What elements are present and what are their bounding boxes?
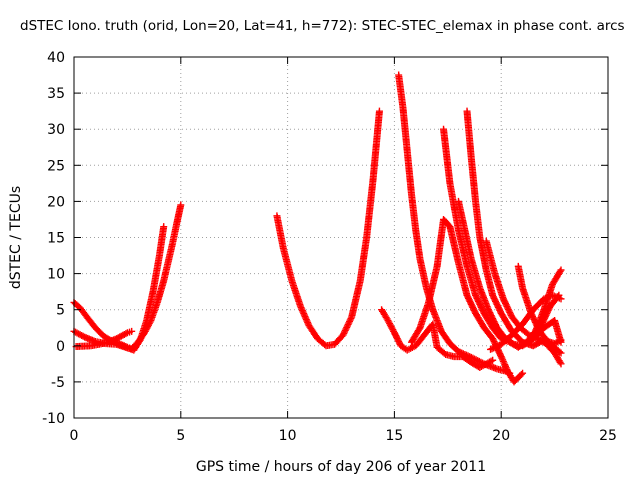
interp-marker bbox=[386, 320, 394, 328]
data-points bbox=[70, 71, 565, 386]
data-point bbox=[160, 223, 168, 231]
interp-marker bbox=[466, 353, 474, 361]
data-point bbox=[454, 348, 462, 356]
interp-marker bbox=[490, 344, 498, 352]
data-series bbox=[70, 223, 168, 354]
interp-marker bbox=[500, 359, 508, 367]
interp-marker bbox=[462, 351, 470, 359]
interp-marker bbox=[501, 361, 509, 369]
x-axis-label: GPS time / hours of day 206 of year 2011 bbox=[196, 459, 486, 475]
y-tick-label: 40 bbox=[47, 50, 65, 66]
y-tick-label: 20 bbox=[47, 194, 65, 210]
data-point bbox=[384, 317, 392, 325]
interp-marker bbox=[389, 326, 397, 334]
interp-marker bbox=[456, 348, 464, 356]
interp-marker bbox=[458, 349, 466, 357]
interp-marker bbox=[459, 350, 467, 358]
data-series bbox=[72, 327, 136, 351]
data-series bbox=[482, 237, 565, 368]
data-point bbox=[519, 369, 527, 377]
grid-lines bbox=[74, 57, 608, 418]
data-series bbox=[463, 107, 565, 350]
y-tick-label: 10 bbox=[47, 267, 65, 283]
data-point bbox=[557, 360, 565, 368]
data-point bbox=[487, 345, 495, 353]
data-point bbox=[497, 353, 505, 361]
interp-marker bbox=[469, 354, 477, 362]
x-tick-label: 15 bbox=[385, 428, 403, 444]
interp-marker bbox=[496, 351, 504, 359]
data-point bbox=[557, 349, 565, 357]
x-tick-label: 25 bbox=[599, 428, 617, 444]
data-point bbox=[128, 327, 136, 335]
interp-marker bbox=[385, 318, 393, 326]
interp-marker bbox=[471, 355, 478, 363]
interp-marker bbox=[509, 339, 517, 347]
interp-marker bbox=[461, 350, 469, 358]
interp-marker bbox=[464, 352, 472, 360]
data-point bbox=[557, 338, 565, 346]
data-point bbox=[177, 201, 185, 209]
interp-marker bbox=[474, 357, 482, 365]
interp-marker bbox=[502, 364, 510, 372]
interp-marker bbox=[472, 356, 480, 364]
interp-marker bbox=[499, 356, 507, 364]
data-series bbox=[529, 291, 563, 343]
data-point bbox=[467, 353, 475, 361]
data-series bbox=[454, 197, 565, 350]
data-series bbox=[273, 107, 383, 350]
y-tick-label: -10 bbox=[42, 411, 65, 427]
y-tick-label: 35 bbox=[47, 86, 65, 102]
interp-marker bbox=[387, 323, 395, 331]
interp-marker bbox=[122, 330, 130, 338]
interp-marker bbox=[494, 342, 502, 350]
y-tick-label: 5 bbox=[56, 303, 65, 319]
interp-marker bbox=[491, 343, 499, 351]
x-tick-label: 5 bbox=[176, 428, 185, 444]
interp-marker bbox=[493, 343, 501, 351]
data-point bbox=[489, 356, 497, 364]
interp-marker bbox=[347, 314, 355, 322]
interp-marker bbox=[556, 348, 564, 356]
interp-marker bbox=[386, 321, 394, 329]
interp-marker bbox=[479, 359, 487, 367]
data-point bbox=[375, 107, 383, 115]
y-tick-label: 25 bbox=[47, 158, 65, 174]
interp-marker bbox=[501, 362, 509, 370]
interp-marker bbox=[477, 358, 485, 366]
interp-marker bbox=[475, 357, 483, 365]
interp-marker bbox=[488, 345, 496, 353]
y-tick-label: 15 bbox=[47, 231, 65, 247]
y-tick-label: 0 bbox=[56, 339, 65, 355]
interp-marker bbox=[554, 293, 562, 301]
data-point bbox=[557, 266, 565, 274]
y-axis-label: dSTEC / TECUs bbox=[8, 186, 24, 289]
data-point bbox=[555, 291, 563, 299]
interp-marker bbox=[135, 337, 143, 345]
interp-marker bbox=[517, 370, 525, 378]
x-tick-label: 0 bbox=[70, 428, 79, 444]
data-series bbox=[487, 291, 565, 353]
interp-marker bbox=[498, 354, 506, 362]
chart-title: dSTEC Iono. truth (orid, Lon=20, Lat=41,… bbox=[20, 18, 625, 34]
data-series bbox=[395, 71, 514, 377]
interp-marker bbox=[388, 324, 396, 332]
axis-ticks: 0 5 10 15 20 25 -10 -5 0 5 10 15 20 25 30 35 40 bbox=[42, 50, 617, 444]
x-tick-label: 10 bbox=[279, 428, 297, 444]
x-tick-label: 20 bbox=[492, 428, 510, 444]
y-tick-label: -5 bbox=[51, 375, 65, 391]
interp-marker bbox=[499, 357, 507, 365]
interp-marker bbox=[503, 365, 511, 373]
interp-marker bbox=[79, 332, 87, 340]
interp-marker bbox=[556, 267, 564, 275]
interp-marker bbox=[556, 358, 564, 366]
y-tick-label: 30 bbox=[47, 122, 65, 138]
